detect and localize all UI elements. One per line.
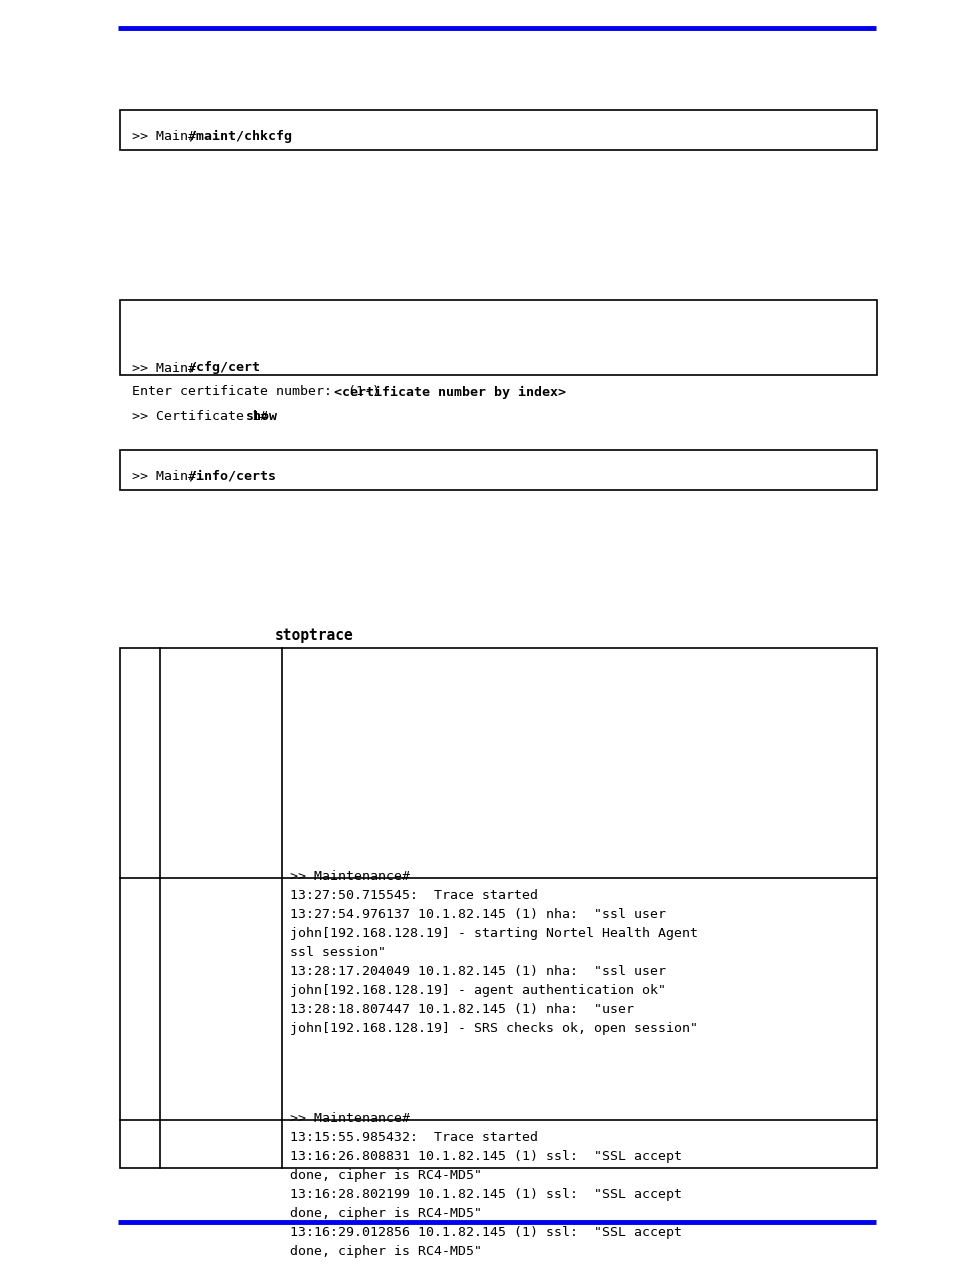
Text: stoptrace: stoptrace [274, 628, 354, 644]
FancyBboxPatch shape [120, 300, 876, 375]
Text: /info/certs: /info/certs [189, 469, 276, 482]
Text: >> Maintenance#
13:27:50.715545:  Trace started
13:27:54.976137 10.1.82.145 (1) : >> Maintenance# 13:27:50.715545: Trace s… [290, 870, 698, 1035]
Text: >> Maintenance#
13:15:55.985432:  Trace started
13:16:26.808831 10.1.82.145 (1) : >> Maintenance# 13:15:55.985432: Trace s… [290, 1112, 681, 1258]
Text: >> Certificate 1#: >> Certificate 1# [132, 410, 275, 422]
FancyBboxPatch shape [120, 109, 876, 150]
Text: >> Main#: >> Main# [132, 361, 204, 374]
Text: Enter certificate number:  (1-): Enter certificate number: (1-) [132, 385, 388, 398]
Text: /cfg/cert: /cfg/cert [189, 361, 260, 374]
Text: /maint/chkcfg: /maint/chkcfg [189, 130, 293, 142]
Text: >> Main#: >> Main# [132, 130, 204, 142]
Text: <certificate number by index>: <certificate number by index> [334, 385, 565, 398]
FancyBboxPatch shape [120, 450, 876, 490]
Text: show: show [245, 410, 277, 422]
Text: >> Main#: >> Main# [132, 469, 204, 482]
